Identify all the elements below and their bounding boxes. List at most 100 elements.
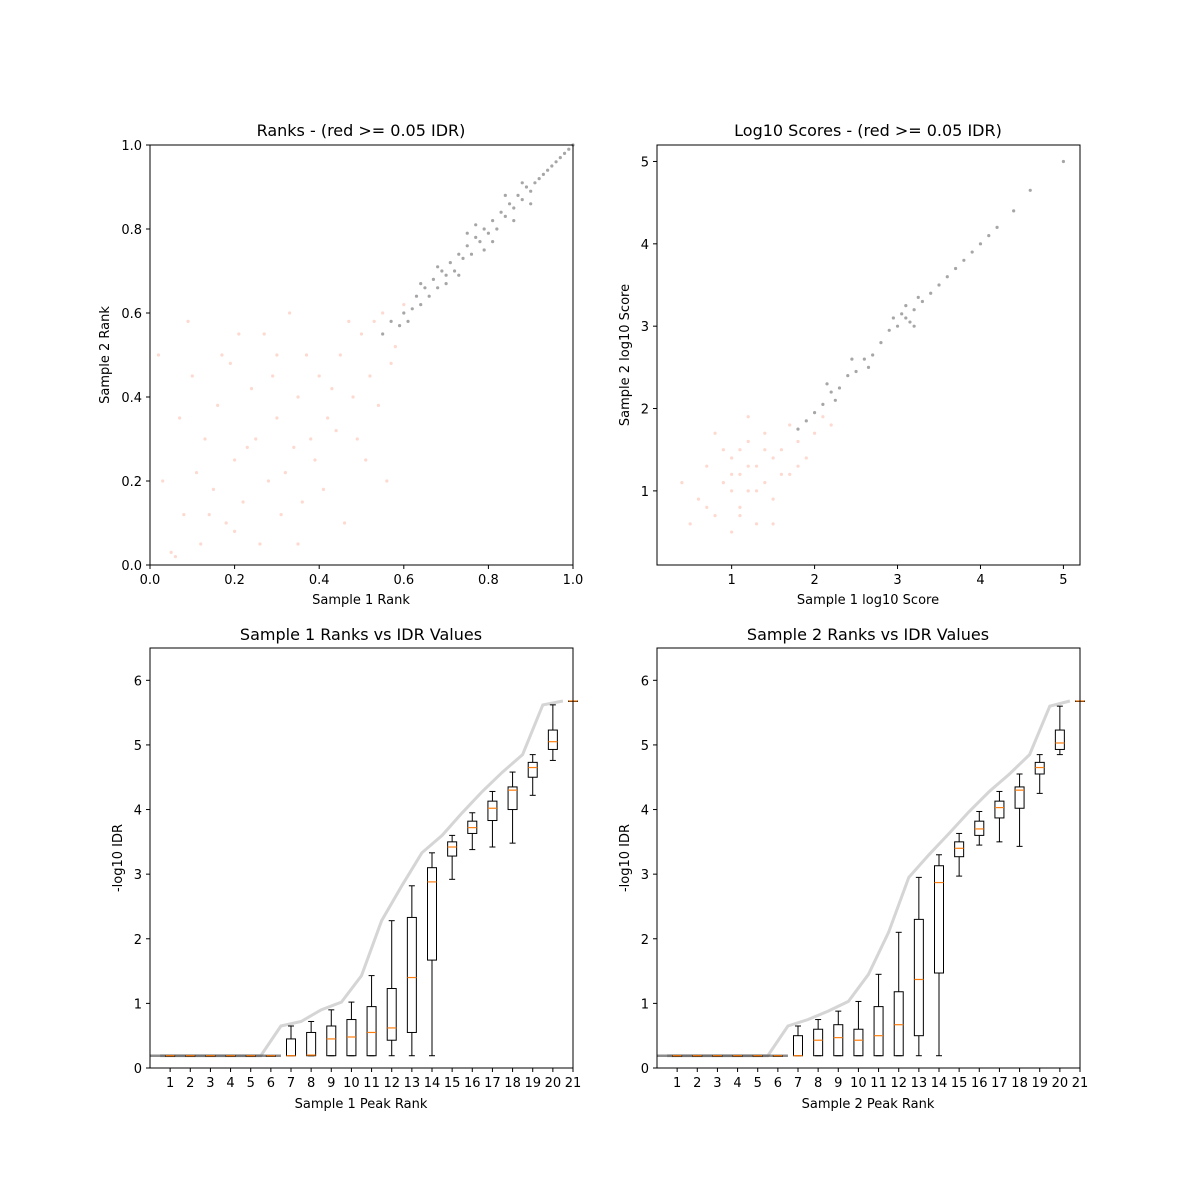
pass-point bbox=[541, 172, 545, 176]
pass-point bbox=[567, 147, 571, 151]
fail-point bbox=[220, 353, 224, 357]
pass-point bbox=[879, 341, 883, 345]
fail-point bbox=[326, 416, 330, 420]
fail-point bbox=[186, 319, 190, 323]
box bbox=[346, 1019, 357, 1057]
pass-point bbox=[825, 382, 829, 386]
fail-point bbox=[262, 332, 266, 336]
y-tick-label: 1 bbox=[134, 997, 142, 1012]
pass-point bbox=[482, 248, 486, 252]
fail-point bbox=[680, 481, 684, 485]
pass-point bbox=[920, 299, 925, 304]
fail-point bbox=[364, 458, 368, 462]
box bbox=[487, 800, 498, 822]
fail-point bbox=[754, 489, 759, 493]
pass-point bbox=[410, 307, 414, 311]
pass-point bbox=[503, 193, 507, 197]
fail-point bbox=[233, 529, 237, 534]
pass-point bbox=[452, 269, 457, 273]
fail-point bbox=[216, 403, 220, 407]
fail-point bbox=[402, 303, 406, 307]
pass-point bbox=[402, 311, 406, 315]
fail-point bbox=[228, 361, 232, 365]
x-tick-label: 3 bbox=[893, 573, 901, 588]
pass-point bbox=[436, 286, 440, 290]
pass-point bbox=[962, 258, 966, 262]
fail-point bbox=[721, 448, 725, 452]
pass-point bbox=[512, 206, 516, 210]
fail-point bbox=[169, 550, 173, 555]
fail-point bbox=[300, 500, 304, 504]
x-tick-label: 0.8 bbox=[478, 573, 499, 588]
x-tick-label: 20 bbox=[545, 1076, 562, 1091]
pass-point bbox=[478, 240, 482, 244]
y-tick-label: 2 bbox=[134, 933, 142, 948]
fail-point bbox=[393, 345, 397, 349]
fail-point bbox=[738, 448, 742, 452]
fail-point bbox=[771, 497, 775, 501]
pass-point bbox=[381, 332, 385, 336]
pass-point bbox=[929, 291, 933, 295]
box bbox=[386, 988, 397, 1041]
box bbox=[994, 800, 1005, 819]
fail-point bbox=[713, 431, 717, 435]
x-tick-label: 21 bbox=[1072, 1076, 1089, 1091]
x-tick-label: 14 bbox=[424, 1076, 441, 1091]
scores-plot-frame bbox=[656, 144, 1081, 566]
pass-point bbox=[912, 324, 916, 328]
x-tick-label: 4 bbox=[733, 1076, 741, 1091]
pass-point bbox=[821, 402, 825, 407]
y-tick-label: 0 bbox=[641, 1062, 649, 1077]
pass-point bbox=[431, 277, 436, 281]
y-tick-label: 4 bbox=[134, 804, 142, 819]
fail-point bbox=[385, 479, 389, 483]
fail-point bbox=[338, 353, 342, 357]
pass-point bbox=[444, 273, 448, 277]
fail-point bbox=[746, 439, 750, 444]
x-tick-label: 2 bbox=[693, 1076, 701, 1091]
fail-point bbox=[812, 431, 817, 435]
fail-point bbox=[347, 319, 351, 323]
x-tick-label: 18 bbox=[504, 1076, 521, 1091]
scores-title: Log10 Scores - (red >= 0.05 IDR) bbox=[734, 121, 1002, 140]
y-tick-label: 5 bbox=[641, 739, 649, 754]
pass-point bbox=[457, 273, 461, 277]
s1idr-plot-frame bbox=[149, 647, 574, 1069]
pass-point bbox=[516, 193, 520, 197]
y-tick-label: 6 bbox=[134, 674, 142, 689]
box bbox=[427, 867, 437, 961]
box bbox=[833, 1024, 844, 1057]
fail-point bbox=[292, 445, 296, 449]
fail-point bbox=[730, 530, 734, 534]
x-tick-label: 7 bbox=[794, 1076, 802, 1091]
pass-point bbox=[436, 265, 440, 269]
fail-point bbox=[746, 464, 750, 468]
y-tick-label: 0.2 bbox=[121, 475, 142, 490]
x-tick-label: 13 bbox=[911, 1076, 928, 1091]
box bbox=[366, 1006, 377, 1057]
fail-point bbox=[194, 471, 199, 475]
y-tick-label: 3 bbox=[134, 868, 142, 883]
pass-point bbox=[389, 319, 393, 323]
x-tick-label: 13 bbox=[404, 1076, 421, 1091]
s1idr-boxes bbox=[150, 699, 578, 1058]
pass-point bbox=[524, 185, 529, 189]
box bbox=[913, 918, 924, 1037]
box bbox=[1014, 786, 1025, 809]
box bbox=[853, 1028, 864, 1057]
x-tick-label: 1 bbox=[673, 1076, 681, 1091]
s2idr-y-axis-label: -log10 IDR bbox=[618, 824, 633, 892]
x-tick-label: 19 bbox=[524, 1076, 541, 1091]
fail-point bbox=[368, 374, 372, 378]
fail-point bbox=[342, 521, 347, 525]
s1idr-x-axis-label: Sample 1 Peak Rank bbox=[295, 1097, 428, 1112]
y-tick-label: 2 bbox=[641, 933, 649, 948]
x-tick-label: 7 bbox=[287, 1076, 295, 1091]
y-tick-label: 5 bbox=[641, 155, 649, 170]
pass-point bbox=[846, 373, 850, 378]
x-tick-label: 10 bbox=[850, 1076, 867, 1091]
fail-point bbox=[237, 332, 241, 336]
fail-point bbox=[779, 448, 784, 452]
pass-point bbox=[499, 210, 503, 214]
